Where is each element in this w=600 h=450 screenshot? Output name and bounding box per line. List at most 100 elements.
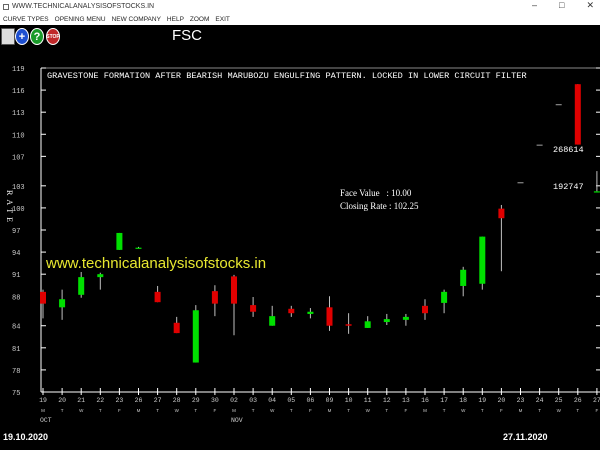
x-tick-label: 22 bbox=[96, 397, 104, 404]
app-icon bbox=[3, 3, 9, 10]
candle-body bbox=[40, 291, 46, 304]
weekday-label: W bbox=[461, 408, 466, 413]
candle-body bbox=[402, 316, 409, 320]
candle-body bbox=[307, 311, 314, 314]
x-tick-label: 02 bbox=[230, 397, 238, 404]
x-tick-label: 29 bbox=[192, 397, 200, 404]
x-tick-label: 23 bbox=[517, 397, 525, 404]
weekday-label: W bbox=[366, 408, 371, 413]
candle-body bbox=[383, 319, 390, 323]
menu-new-company[interactable]: NEW COMPANY bbox=[111, 15, 161, 23]
y-tick-label: 116 bbox=[12, 88, 25, 96]
weekday-label: F bbox=[500, 408, 503, 413]
x-tick-label: 17 bbox=[440, 397, 448, 404]
x-tick-label: 03 bbox=[249, 397, 257, 404]
weekday-label: M bbox=[41, 408, 45, 413]
close-button[interactable]: ✕ bbox=[586, 0, 594, 10]
weekday-label: F bbox=[596, 408, 599, 413]
candle-body bbox=[498, 208, 505, 219]
end-date: 27.11.2020 bbox=[503, 432, 548, 442]
candle-body bbox=[345, 324, 352, 326]
candle-body bbox=[211, 291, 218, 304]
y-tick-label: 91 bbox=[12, 272, 20, 280]
company-symbol: FSC bbox=[172, 27, 202, 44]
y-tick-label: 119 bbox=[12, 66, 25, 74]
month-label: NOV bbox=[231, 417, 243, 424]
candle-body bbox=[593, 191, 600, 193]
stop-icon[interactable]: STOP bbox=[46, 28, 60, 45]
maximize-button[interactable]: □ bbox=[559, 0, 565, 10]
menu-opening-menu[interactable]: OPENING MENU bbox=[54, 15, 106, 23]
candle-body bbox=[555, 104, 562, 106]
x-tick-label: 12 bbox=[383, 397, 391, 404]
y-tick-label: 94 bbox=[12, 250, 20, 258]
weekday-label: T bbox=[385, 408, 388, 413]
candle-body bbox=[479, 236, 486, 284]
weekday-label: M bbox=[137, 408, 141, 413]
x-tick-label: 18 bbox=[459, 397, 467, 404]
candle-body bbox=[288, 308, 295, 314]
month-label: OCT bbox=[40, 417, 52, 424]
x-tick-label: 28 bbox=[173, 397, 181, 404]
weekday-label: F bbox=[118, 408, 121, 413]
volume-label-1: 268614 bbox=[553, 145, 584, 155]
x-tick-label: 21 bbox=[77, 397, 85, 404]
help-icon[interactable]: ? bbox=[30, 28, 44, 45]
candle-body bbox=[460, 269, 467, 286]
watermark: www.technicalanalysisofstocks.in bbox=[45, 255, 266, 272]
weekday-label: M bbox=[328, 408, 332, 413]
weekday-label: T bbox=[481, 408, 484, 413]
x-tick-label: 20 bbox=[58, 397, 66, 404]
plus-icon[interactable]: + bbox=[15, 28, 29, 45]
x-tick-label: 26 bbox=[135, 397, 143, 404]
x-tick-label: 19 bbox=[478, 397, 486, 404]
candle-body bbox=[97, 274, 104, 278]
weekday-label: T bbox=[538, 408, 541, 413]
x-tick-label: 24 bbox=[536, 397, 544, 404]
candle-body bbox=[78, 277, 85, 295]
weekday-label: T bbox=[99, 408, 102, 413]
window-title: WWW.TECHNICALANALYSISOFSTOCKS.IN bbox=[12, 3, 155, 10]
candle-body bbox=[173, 322, 180, 334]
menu-curve-types[interactable]: CURVE TYPES bbox=[3, 15, 49, 23]
menu-help[interactable]: HELP bbox=[166, 15, 184, 23]
candle-body bbox=[250, 305, 257, 312]
candle-body bbox=[574, 84, 581, 145]
y-tick-label: 78 bbox=[12, 368, 20, 376]
weekday-label: T bbox=[61, 408, 64, 413]
y-tick-label: 84 bbox=[12, 324, 20, 332]
y-axis-label: RATE bbox=[5, 190, 14, 226]
candle-body bbox=[422, 305, 428, 314]
chart-title: GRAVESTONE FORMATION AFTER BEARISH MARUB… bbox=[47, 71, 527, 81]
x-tick-label: 27 bbox=[154, 397, 162, 404]
x-tick-label: 16 bbox=[421, 397, 429, 404]
toolbar: + ? STOP bbox=[0, 25, 600, 48]
x-tick-label: 26 bbox=[574, 397, 582, 404]
x-tick-label: 10 bbox=[345, 397, 353, 404]
volume-label-2: 192747 bbox=[553, 182, 584, 192]
x-tick-label: 06 bbox=[306, 397, 314, 404]
closing-rate: Closing Rate : 102.25 bbox=[340, 201, 419, 211]
weekday-label: W bbox=[557, 408, 562, 413]
candle-body bbox=[59, 299, 66, 308]
minimize-button[interactable]: – bbox=[532, 0, 538, 10]
x-tick-label: 30 bbox=[211, 397, 219, 404]
weekday-label: T bbox=[576, 408, 579, 413]
weekday-label: T bbox=[443, 408, 446, 413]
weekday-label: F bbox=[405, 408, 408, 413]
candle-body bbox=[231, 276, 237, 304]
candle-body bbox=[326, 307, 333, 326]
menu-exit[interactable]: EXIT bbox=[215, 15, 230, 23]
weekday-label: W bbox=[270, 408, 275, 413]
candle-body bbox=[364, 321, 371, 328]
menu-zoom[interactable]: ZOOM bbox=[189, 15, 210, 23]
candle-body bbox=[269, 316, 276, 326]
face-value: Face Value : 10.00 bbox=[340, 188, 412, 198]
y-tick-label: 103 bbox=[12, 184, 25, 192]
x-tick-label: 04 bbox=[268, 397, 276, 404]
y-tick-label: 107 bbox=[12, 154, 25, 162]
weekday-label: T bbox=[290, 408, 293, 413]
book-icon[interactable] bbox=[1, 28, 15, 45]
candle-body bbox=[441, 291, 448, 303]
candle-body bbox=[536, 144, 543, 146]
